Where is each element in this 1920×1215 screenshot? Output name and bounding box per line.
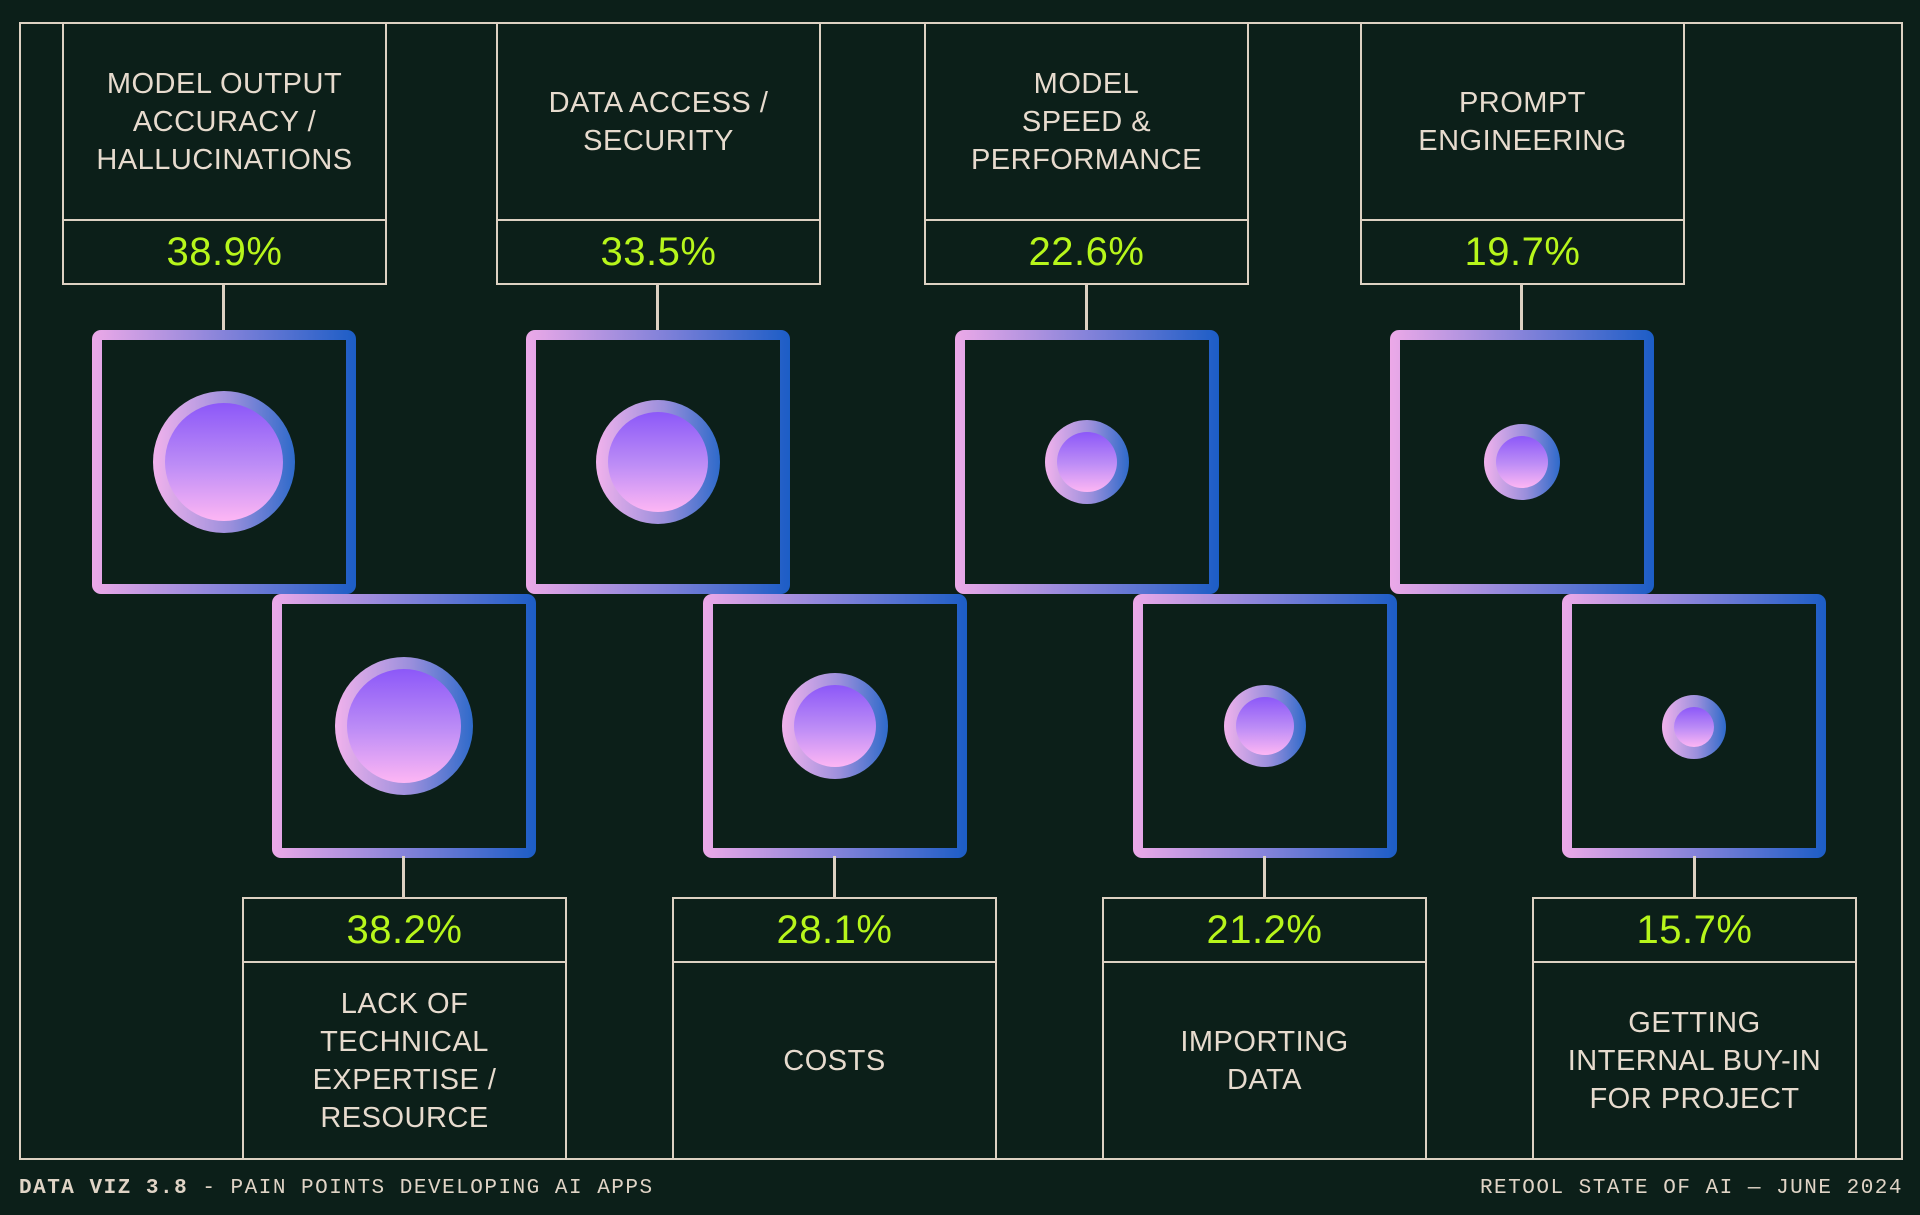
bubble-circle-15-7	[1662, 695, 1726, 759]
bubble-fill	[1057, 432, 1117, 492]
connector-line	[1085, 285, 1088, 332]
percentage-value: 22.6%	[926, 219, 1247, 283]
footer-caption-text: - PAIN POINTS DEVELOPING AI APPS	[188, 1176, 654, 1200]
connector-line	[833, 856, 836, 898]
category-box-costs: 28.1% COSTS	[672, 897, 997, 1160]
connector-line	[1263, 856, 1266, 898]
category-label: COSTS	[783, 1044, 886, 1077]
connector-line	[1693, 856, 1696, 898]
bubble-fill	[1496, 436, 1548, 488]
category-label: MODEL OUTPUT ACCURACY / HALLUCINATIONS	[96, 67, 353, 176]
category-box-getting-internal-buy-in: 15.7% GETTING INTERNAL BUY-IN FOR PROJEC…	[1532, 897, 1857, 1160]
bubble-circle-38-9	[153, 391, 295, 533]
percentage-value: 33.5%	[498, 219, 819, 283]
percentage-value: 38.9%	[64, 219, 385, 283]
percentage-value: 28.1%	[674, 899, 995, 963]
category-label: IMPORTING DATA	[1180, 1025, 1349, 1096]
bubble-fill	[608, 412, 708, 512]
footer-caption: DATA VIZ 3.8 - PAIN POINTS DEVELOPING AI…	[19, 1170, 654, 1206]
percentage-value: 38.2%	[244, 899, 565, 963]
category-box-model-speed-performance: MODEL SPEED & PERFORMANCE 22.6%	[924, 22, 1249, 285]
category-label: DATA ACCESS / SECURITY	[548, 86, 769, 157]
bubble-circle-33-5	[596, 400, 720, 524]
footer-viz-number: DATA VIZ 3.8	[19, 1176, 189, 1200]
percentage-value: 19.7%	[1362, 219, 1683, 283]
category-box-importing-data: 21.2% IMPORTING DATA	[1102, 897, 1427, 1160]
bubble-fill	[794, 685, 876, 767]
category-label: MODEL SPEED & PERFORMANCE	[970, 67, 1203, 176]
footer-source: RETOOL STATE OF AI — JUNE 2024	[1479, 1176, 1903, 1200]
category-box-lack-of-technical-expertise: 38.2% LACK OF TECHNICAL EXPERTISE / RESO…	[242, 897, 567, 1160]
connector-line	[656, 285, 659, 332]
bubble-circle-22-6	[1045, 420, 1129, 504]
category-label: GETTING INTERNAL BUY-IN FOR PROJECT	[1567, 1006, 1822, 1115]
bubble-fill	[165, 403, 283, 521]
percentage-value: 15.7%	[1534, 899, 1855, 963]
connector-line	[1520, 285, 1523, 332]
bubble-fill	[1674, 707, 1714, 747]
bubble-circle-21-2	[1224, 685, 1306, 767]
connector-line	[222, 285, 225, 332]
connector-line	[402, 856, 405, 898]
percentage-value: 21.2%	[1104, 899, 1425, 963]
bubble-fill	[347, 669, 461, 783]
category-box-model-output-accuracy: MODEL OUTPUT ACCURACY / HALLUCINATIONS 3…	[62, 22, 387, 285]
category-box-prompt-engineering: PROMPT ENGINEERING 19.7%	[1360, 22, 1685, 285]
bubble-circle-38-2	[335, 657, 473, 795]
bubble-circle-19-7	[1484, 424, 1560, 500]
category-label: LACK OF TECHNICAL EXPERTISE / RESOURCE	[312, 987, 497, 1134]
category-label: PROMPT ENGINEERING	[1418, 86, 1627, 157]
bubble-circle-28-1	[782, 673, 888, 779]
category-box-data-access-security: DATA ACCESS / SECURITY 33.5%	[496, 22, 821, 285]
bubble-fill	[1236, 697, 1294, 755]
